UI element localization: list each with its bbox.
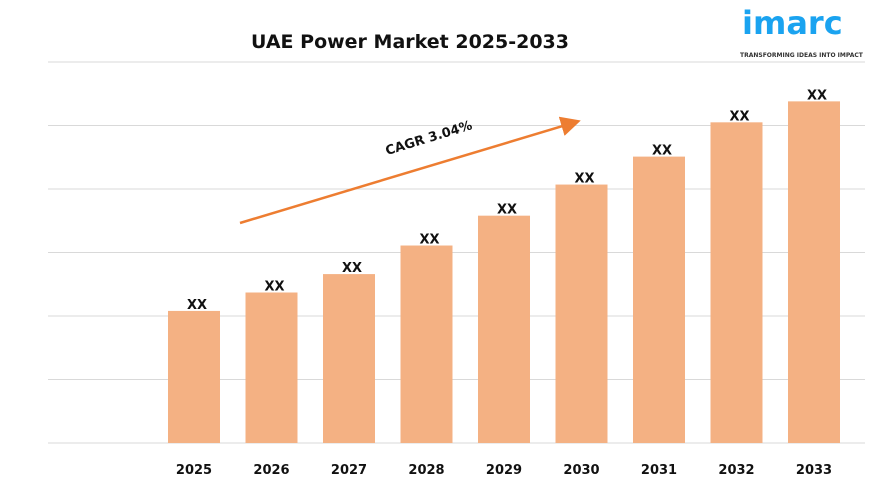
bar-2030 xyxy=(555,184,608,443)
bar-2033 xyxy=(788,101,840,444)
x-tick-2029: 2029 xyxy=(486,463,522,478)
bar-2032 xyxy=(710,122,763,443)
bars xyxy=(168,101,840,444)
cagr-arrow xyxy=(239,116,581,225)
data-labels: XX XX XX XX XX XX XX XX XX xyxy=(187,88,827,313)
data-label-2025: XX xyxy=(187,298,207,313)
bar-2026 xyxy=(245,292,298,443)
logo-tagline: TRANSFORMING IDEAS INTO IMPACT xyxy=(740,52,864,59)
imarc-logo: imarc TRANSFORMING IDEAS INTO IMPACT xyxy=(740,4,864,59)
cagr-label: CAGR 3.04% xyxy=(384,118,474,159)
cagr-annotation: CAGR 3.04% xyxy=(239,116,581,225)
x-tick-2028: 2028 xyxy=(408,463,444,478)
chart-title: UAE Power Market 2025-2033 xyxy=(251,31,569,53)
data-label-2030: XX xyxy=(574,172,594,187)
data-label-2026: XX xyxy=(264,280,284,295)
x-tick-2032: 2032 xyxy=(718,463,754,478)
x-tick-2027: 2027 xyxy=(331,463,367,478)
data-label-2033: XX xyxy=(807,88,827,103)
x-tick-2031: 2031 xyxy=(641,463,677,478)
data-label-2032: XX xyxy=(729,109,749,124)
logo-text: imarc xyxy=(742,4,843,42)
x-tick-2025: 2025 xyxy=(176,463,212,478)
x-tick-2030: 2030 xyxy=(563,463,599,478)
bar-2027 xyxy=(323,274,375,443)
data-label-2028: XX xyxy=(419,233,439,248)
bar-2028 xyxy=(400,245,453,443)
data-label-2027: XX xyxy=(342,261,362,276)
x-tick-2026: 2026 xyxy=(253,463,289,478)
bar-2031 xyxy=(633,156,685,444)
x-tick-2033: 2033 xyxy=(796,463,832,478)
bar-2029 xyxy=(478,215,530,443)
x-axis-ticks: 2025 2026 2027 2028 2029 2030 2031 2032 2033 xyxy=(176,463,832,478)
bar-2025 xyxy=(168,310,220,443)
data-label-2029: XX xyxy=(497,203,517,218)
data-label-2031: XX xyxy=(652,144,672,159)
